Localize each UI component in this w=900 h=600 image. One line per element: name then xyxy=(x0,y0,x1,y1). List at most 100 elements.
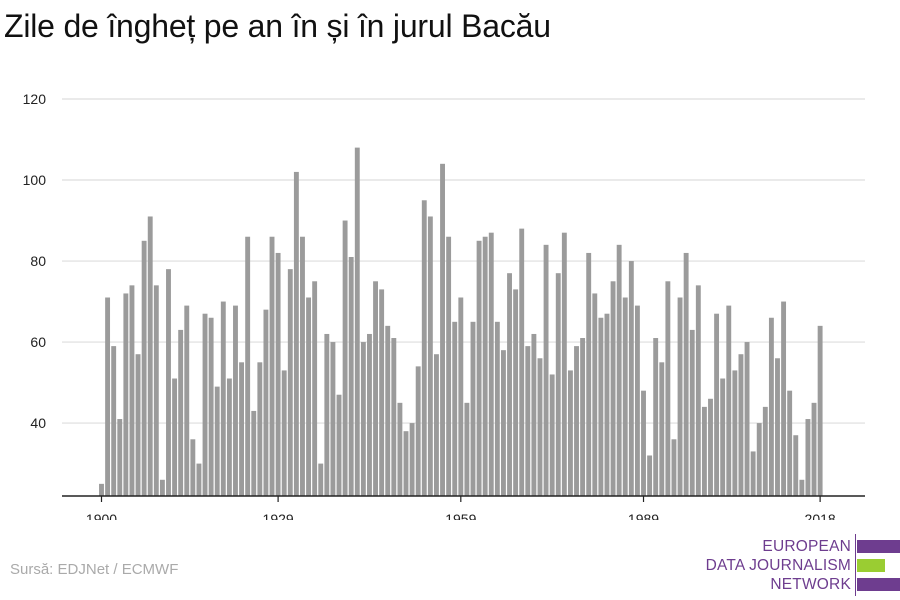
bar xyxy=(275,252,281,496)
axes: 40 60 80 100 120 1900 1929 1959 1989 2018 xyxy=(23,91,865,520)
bar xyxy=(385,325,391,496)
bar xyxy=(574,346,579,496)
bar xyxy=(531,333,537,496)
bar xyxy=(226,378,232,496)
bar xyxy=(768,317,774,496)
bar xyxy=(610,281,616,496)
bar xyxy=(470,321,476,496)
chart-title: Zile de îngheț pe an în și în jurul Bacă… xyxy=(4,8,551,44)
bar xyxy=(732,370,738,496)
bar xyxy=(403,431,409,496)
bar xyxy=(421,200,427,496)
bar xyxy=(99,483,104,496)
bar xyxy=(141,240,147,496)
logo-bar-purple-bottom xyxy=(857,578,900,591)
y-tick-label: 120 xyxy=(23,91,47,107)
bar xyxy=(561,232,567,497)
bar xyxy=(628,261,634,496)
bar xyxy=(117,419,123,496)
bar xyxy=(793,435,799,496)
bar xyxy=(324,333,330,496)
bar xyxy=(105,297,111,496)
bar xyxy=(354,147,360,496)
bar-chart: 40 60 80 100 120 1900 1929 1959 1989 2018 xyxy=(23,91,865,520)
bar xyxy=(519,228,525,496)
bar xyxy=(775,358,780,496)
bar xyxy=(762,406,768,496)
bar xyxy=(744,342,750,496)
bar xyxy=(677,297,683,496)
bar xyxy=(641,390,646,496)
bar xyxy=(129,285,135,496)
bar xyxy=(622,297,628,496)
logo-line-network: NETWORK xyxy=(770,576,851,593)
bar xyxy=(476,240,482,496)
bar xyxy=(689,329,695,496)
bar xyxy=(720,378,726,496)
bar xyxy=(184,305,190,496)
bars xyxy=(99,147,823,497)
bar xyxy=(604,313,610,496)
bar xyxy=(409,423,415,496)
bar xyxy=(220,301,226,496)
bar xyxy=(549,374,555,496)
bar xyxy=(434,354,439,496)
bar xyxy=(805,419,811,496)
bar xyxy=(799,479,805,496)
bar xyxy=(415,366,421,496)
bar xyxy=(166,269,171,496)
source-note: Sursă: EDJNet / ECMWF xyxy=(10,561,179,578)
bar xyxy=(714,313,720,496)
bar xyxy=(214,386,220,496)
bar xyxy=(537,358,543,496)
bar xyxy=(440,163,445,496)
bar xyxy=(507,273,512,496)
bar xyxy=(397,402,403,496)
bar xyxy=(111,346,117,496)
bar xyxy=(233,305,238,496)
bar xyxy=(153,285,159,496)
bar xyxy=(665,281,671,496)
bar xyxy=(312,281,318,496)
bar xyxy=(123,293,129,496)
bar xyxy=(159,479,165,496)
x-tick-label: 1959 xyxy=(445,511,476,520)
bar xyxy=(555,273,561,496)
bar xyxy=(367,333,372,496)
bar xyxy=(598,317,604,496)
logo-line-european: EUROPEAN xyxy=(762,538,851,555)
bar xyxy=(427,216,433,496)
bar xyxy=(306,297,312,496)
bar xyxy=(811,402,817,496)
bar xyxy=(446,236,452,497)
bar xyxy=(750,451,756,496)
bar xyxy=(488,232,494,497)
y-tick-label: 40 xyxy=(30,415,46,431)
bar xyxy=(300,236,305,497)
bar xyxy=(135,354,141,496)
bar xyxy=(592,293,598,496)
bar xyxy=(500,350,506,496)
bar xyxy=(525,346,531,496)
bar xyxy=(756,423,762,496)
x-tick-label: 1900 xyxy=(86,511,117,520)
y-tick-label: 100 xyxy=(23,172,47,188)
bar xyxy=(647,455,653,496)
x-tick-label: 1929 xyxy=(263,511,294,520)
bar xyxy=(567,370,573,496)
bar xyxy=(245,236,251,497)
bar xyxy=(683,252,689,496)
bar xyxy=(817,325,823,496)
bar xyxy=(336,394,342,496)
logo-bar-green xyxy=(857,559,885,572)
bar xyxy=(494,321,500,496)
bar xyxy=(391,338,397,496)
bar xyxy=(653,338,659,496)
bar xyxy=(287,269,293,496)
bar xyxy=(190,439,196,496)
bar xyxy=(251,410,257,496)
bar xyxy=(659,362,665,496)
y-tick-label: 80 xyxy=(30,253,46,269)
bar xyxy=(464,402,470,496)
bar xyxy=(360,342,366,496)
